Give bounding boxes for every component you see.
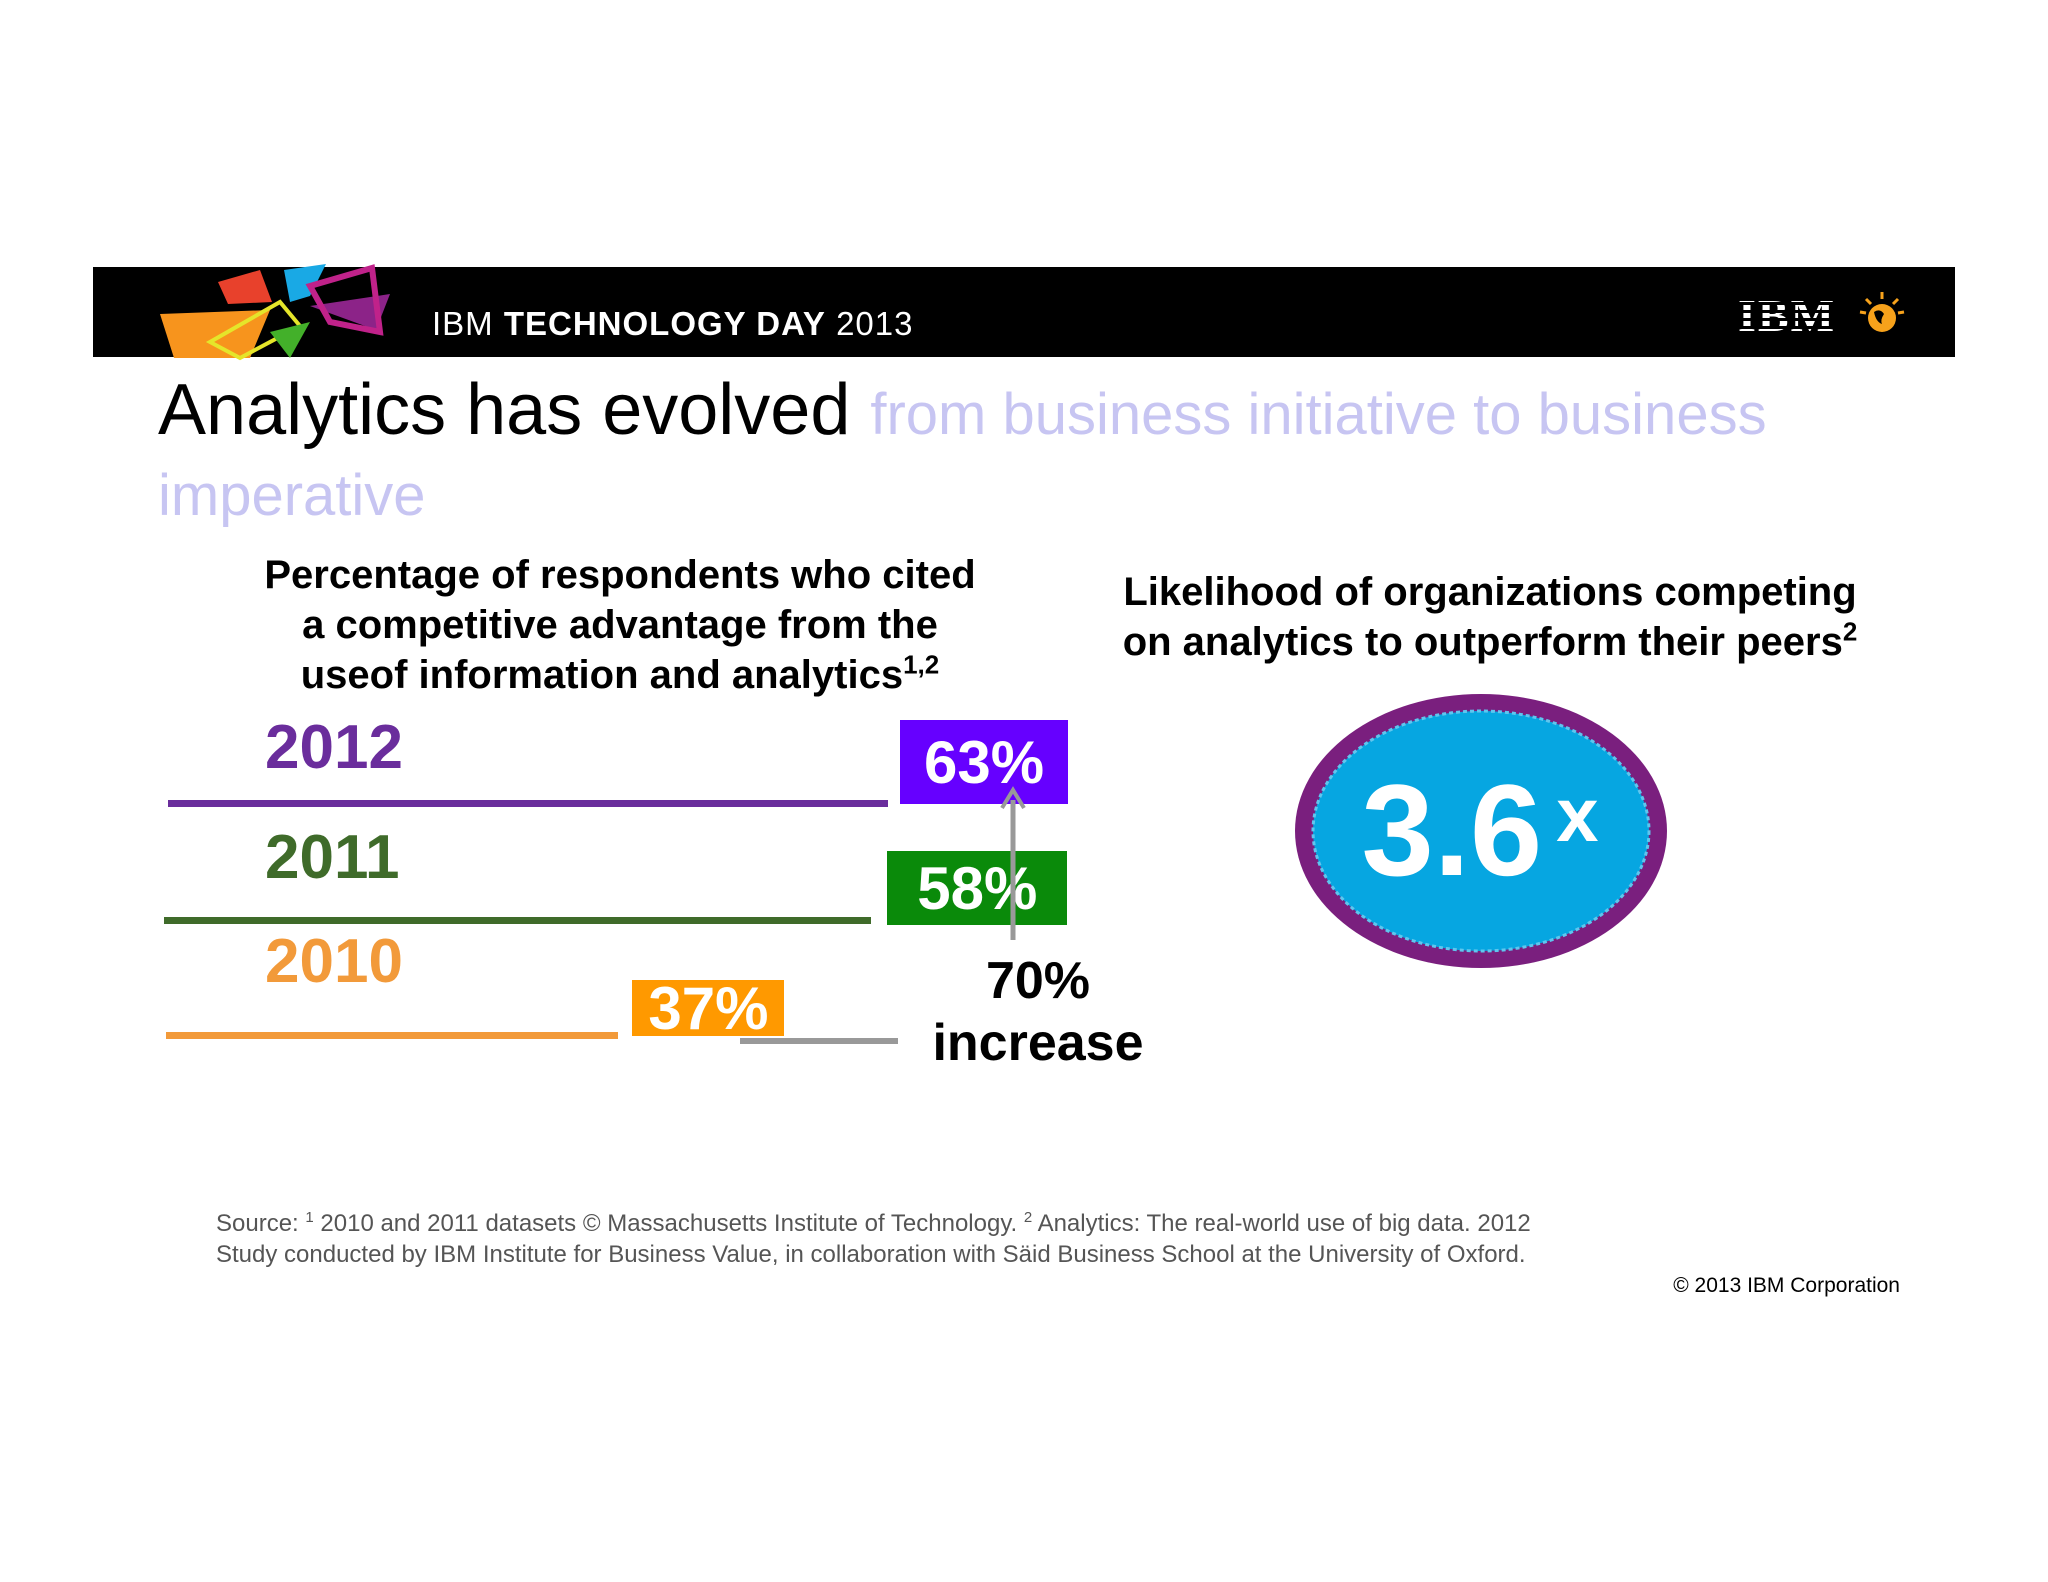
left-chart-heading: Percentage of respondents who cited a co… [264,553,976,697]
multiplier-oval [1295,694,1667,968]
event-title: IBM TECHNOLOGY DAY 2013 [432,305,914,342]
right-chart-heading: Likelihood of organizations competing on… [1122,570,1858,664]
copyright: © 2013 IBM Corporation [1673,1274,1900,1297]
increase-annotation: 70% increase [932,952,1144,1072]
bar-year-label: 2010 [265,927,403,996]
multiplier-value: 3.6 x [1361,757,1599,903]
bar-line [166,1032,619,1039]
event-logo-icon [160,264,390,361]
bar-year-label: 2012 [265,713,403,782]
bar-year-label: 2011 [265,823,400,892]
page-subtitle: from business initiative to business imp… [158,382,1767,528]
page-title: Analytics has evolved from business init… [158,370,1767,528]
header-bar [93,267,1955,357]
source-note: Source: 1 2010 and 2011 datasets © Massa… [216,1209,1531,1268]
ibm-logo: IBM [1738,290,1836,341]
globe-icon [1859,292,1905,332]
increase-arrow-icon [740,786,1026,1044]
